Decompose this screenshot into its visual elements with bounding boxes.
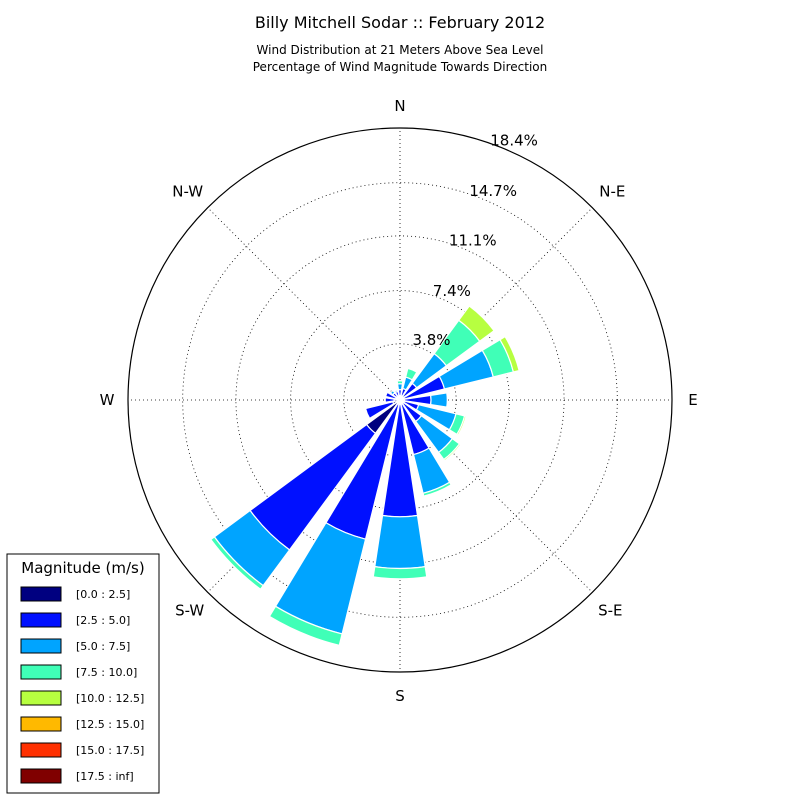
ring-label: 3.8% [412, 331, 450, 349]
direction-label: N-E [599, 183, 625, 201]
windrose-bar [422, 481, 452, 497]
ring-label: 7.4% [433, 282, 471, 300]
windrose-bar [404, 367, 418, 381]
windrose-bar [430, 392, 448, 408]
windrose-bar [396, 383, 404, 391]
direction-label: N [394, 97, 405, 115]
windrose-bar [443, 443, 462, 462]
chart-title: Billy Mitchell Sodar :: February 2012 [255, 13, 545, 32]
ring-label: 14.7% [469, 182, 517, 200]
legend-swatch [20, 768, 62, 784]
windrose-bar [457, 305, 495, 343]
ring-label: 11.1% [449, 231, 497, 249]
windrose-bar [389, 389, 396, 396]
windrose-bar [372, 565, 428, 580]
grid-ring [182, 182, 618, 618]
legend-swatch [20, 612, 62, 628]
direction-label: S-E [598, 601, 622, 619]
chart-subtitle-line-2: Percentage of Wind Magnitude Towards Dir… [253, 60, 547, 74]
chart-subtitle-line-1: Wind Distribution at 21 Meters Above Sea… [257, 43, 544, 57]
windrose-bar [456, 415, 467, 436]
legend-title: Magnitude (m/s) [21, 559, 144, 577]
windrose-bars [209, 305, 520, 647]
legend-label: [2.5 : 5.0] [76, 614, 130, 627]
outer-frame-circle [127, 127, 673, 673]
grid-spoke [399, 207, 593, 401]
legend-label: [17.5 : inf] [76, 770, 134, 783]
legend-label: [5.0 : 7.5] [76, 640, 130, 653]
direction-label: N-W [172, 183, 203, 201]
ring-labels: 3.8% 7.4% 11.1% 14.7% 18.4% [412, 132, 537, 349]
legend-label: [7.5 : 10.0] [76, 666, 137, 679]
legend-swatch [20, 638, 62, 654]
direction-labels: N N-E E S-E S S-W W N-W [100, 97, 698, 705]
windrose-bar [499, 335, 520, 373]
grid-ring [290, 290, 510, 510]
grid-spoke [399, 399, 593, 593]
legend-swatch [20, 716, 62, 732]
legend-swatch [20, 586, 62, 602]
windrose-bar [396, 380, 404, 385]
legend-swatch [20, 742, 62, 758]
windrose-bar [374, 514, 426, 570]
legend-label: [15.0 : 17.5] [76, 744, 144, 757]
windrose-bar [384, 391, 398, 400]
direction-label: S-W [175, 601, 204, 619]
direction-label: S [395, 687, 405, 705]
direction-label: W [100, 391, 115, 409]
windrose-bar [209, 536, 264, 591]
legend-label: [10.0 : 12.5] [76, 692, 144, 705]
legend: Magnitude (m/s) [0.0 : 2.5] [2.5 : 5.0] [5… [6, 553, 160, 794]
legend-items: [0.0 : 2.5] [2.5 : 5.0] [5.0 : 7.5] [7.5 : … [20, 586, 144, 784]
legend-swatch [20, 690, 62, 706]
grid-spoke [207, 207, 401, 401]
windrose-bar [393, 389, 399, 394]
ring-label: 18.4% [490, 132, 538, 150]
windrose-bar [364, 401, 395, 420]
windrose-bar [384, 397, 395, 403]
legend-label: [0.0 : 2.5] [76, 588, 130, 601]
windrose-bar [268, 605, 343, 647]
legend-swatch [20, 664, 62, 680]
direction-label: E [688, 391, 697, 409]
legend-label: [12.5 : 15.0] [76, 718, 144, 731]
